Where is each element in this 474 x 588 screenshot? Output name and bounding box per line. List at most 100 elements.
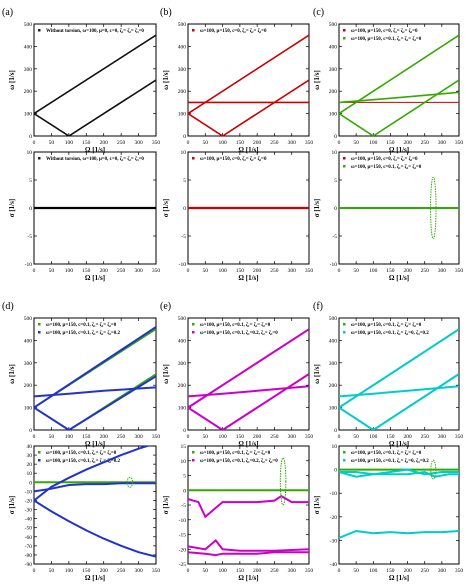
plot-frame — [33, 445, 157, 565]
legend-entry: ω=100, μ=150, c=0.1, ζ₁= ζ₂= ζ₃=0 — [351, 322, 422, 328]
y-tick-label: -5 — [181, 234, 186, 240]
bubble-ellipse — [279, 457, 287, 506]
y-tick-label: -30 — [330, 538, 338, 544]
chart-a-bottom: 0 50 100 150 200 250 300 350 -10 -5 0 5 10 Ω [1/s] σ [… — [8, 150, 160, 282]
x-tick-label: 250 — [270, 568, 279, 574]
y-tick-label: 0 — [334, 468, 337, 474]
legend-entry: ω=100, μ=150, c=0.1, ζ₁= ζ₂=0, ζ₃=0.2 — [351, 330, 429, 336]
x-tick-label: 150 — [236, 268, 245, 274]
y-tick-label: 0 — [334, 206, 337, 212]
chart-a-top: 0 50 100 150 200 250 300 350 0 100 200 300 400 500 Ω [… — [8, 22, 160, 154]
x-tick-label: 200 — [253, 268, 262, 274]
y-axis-label: ω [1/s] — [313, 364, 321, 384]
y-tick-label: -20 — [179, 547, 187, 553]
legend-marker — [38, 323, 41, 326]
x-tick-label: 50 — [49, 268, 55, 274]
series-line — [188, 34, 309, 115]
legend-entry: ω=100, μ=150, c=0, ζ₁= ζ₂= ζ₃=0 — [351, 156, 418, 162]
series-line — [34, 499, 156, 558]
x-tick-label: 300 — [288, 140, 297, 146]
y-tick-label: -20 — [330, 515, 338, 521]
x-tick-label: 0 — [33, 268, 36, 274]
x-tick-label: 300 — [438, 568, 447, 574]
chart-c-top: 0 50 100 150 200 250 300 350 0 100 200 300 400 500 Ω [… — [313, 22, 463, 154]
y-tick-label: 0 — [183, 428, 186, 434]
x-tick-label: 200 — [403, 434, 412, 440]
x-tick-label: 0 — [338, 434, 341, 440]
series-group — [188, 34, 309, 136]
y-tick-label: 30 — [27, 453, 33, 459]
legend-entry: ω=100, μ=150, c=0.1, ζ₁= ζ₂= ζ₃=0 — [351, 450, 422, 456]
chart-e-bottom: 0 50 100 150 200 250 300 350 -25 -20 -15 -10 -5 0 5 10 1… — [162, 444, 313, 582]
x-axis-label: Ω [1/s] — [85, 440, 105, 448]
y-tick-label: -10 — [25, 262, 33, 268]
x-tick-label: 100 — [218, 268, 227, 274]
x-tick-label: 0 — [33, 568, 36, 574]
series-line — [34, 373, 156, 430]
y-tick-label: 10 — [332, 444, 338, 450]
chart-c-bottom: 0 50 100 150 200 250 300 350 -10 -5 0 5 10 Ω [1/s] σ [… — [313, 150, 463, 282]
x-axis-label: Ω [1/s] — [85, 146, 105, 154]
series-line — [34, 446, 151, 502]
y-tick-label: -60 — [25, 535, 33, 541]
panel-letter: (c) — [313, 7, 324, 18]
y-axis-label: ω [1/s] — [162, 364, 170, 384]
series-group — [339, 459, 459, 539]
panel-letter: (f) — [313, 301, 323, 312]
x-tick-label: 150 — [82, 140, 91, 146]
x-tick-label: 350 — [305, 434, 314, 440]
y-tick-label: 10 — [332, 150, 338, 156]
y-tick-label: -40 — [330, 562, 338, 568]
x-tick-label: 350 — [455, 268, 464, 274]
x-tick-label: 350 — [305, 140, 314, 146]
x-tick-label: 200 — [100, 434, 109, 440]
y-tick-label: 400 — [178, 44, 187, 50]
y-tick-label: 100 — [24, 112, 33, 118]
y-tick-label: 0 — [29, 206, 32, 212]
x-tick-label: 200 — [403, 268, 412, 274]
chart-b-top: 0 50 100 150 200 250 300 350 0 100 200 300 400 500 Ω [… — [162, 22, 313, 154]
y-tick-label: 500 — [178, 316, 187, 322]
y-tick-label: 0 — [183, 206, 186, 212]
y-tick-label: 100 — [178, 406, 187, 412]
series-line — [339, 34, 459, 115]
x-tick-label: 0 — [187, 568, 190, 574]
chart-d-bottom: 0 50 100 150 200 250 300 350-90-80-70-60-50-40-… — [8, 444, 161, 582]
y-tick-label: 200 — [178, 89, 187, 95]
legend-entry: ω=100, μ=150, c=0.1, ζ₁= ζ₂= ζ₃=0.2 — [46, 330, 120, 336]
x-tick-label: 50 — [49, 140, 55, 146]
y-tick-label: 200 — [329, 383, 338, 389]
y-tick-label: 100 — [329, 112, 338, 118]
x-tick-label: 100 — [218, 568, 227, 574]
y-tick-label: 200 — [329, 89, 338, 95]
series-line — [188, 373, 309, 430]
x-tick-label: 150 — [82, 434, 91, 440]
x-tick-label: 350 — [455, 434, 464, 440]
y-tick-label: 500 — [329, 22, 338, 28]
x-tick-label: 150 — [82, 268, 91, 274]
legend-entry: ω=100, μ=150, c=0.1, ζ₁=0.2, ζ₂= ζ₃=0 — [200, 458, 278, 464]
y-tick-label: 0 — [183, 134, 186, 140]
x-tick-label: 250 — [117, 140, 126, 146]
panel-letter: (b) — [160, 7, 172, 18]
y-tick-label: 500 — [24, 316, 33, 322]
x-tick-label: 350 — [152, 568, 161, 574]
x-tick-label: 300 — [134, 140, 143, 146]
y-tick-label: -10 — [330, 262, 338, 268]
x-tick-label: 150 — [386, 568, 395, 574]
y-tick-label: 0 — [29, 428, 32, 434]
legend-marker — [343, 165, 346, 168]
x-tick-label: 100 — [218, 140, 227, 146]
x-tick-label: 0 — [187, 434, 190, 440]
y-tick-label: 20 — [27, 462, 33, 468]
y-tick-label: -10 — [179, 518, 187, 524]
y-tick-label: -10 — [179, 262, 187, 268]
y-tick-label: 5 — [183, 178, 186, 184]
legend-entry: ω=100, μ=150, c=0.1, ζ₁= ζ₂= ζ₃=0 — [351, 36, 422, 42]
x-tick-label: 350 — [305, 268, 314, 274]
chart-b-bottom: 0 50 100 150 200 250 300 350 -10 -5 0 5 10 Ω [1/s] σ [… — [162, 150, 313, 282]
bubble-ellipse — [430, 459, 437, 480]
y-tick-label: -90 — [25, 562, 33, 568]
x-tick-label: 200 — [100, 268, 109, 274]
x-tick-label: 50 — [49, 434, 55, 440]
